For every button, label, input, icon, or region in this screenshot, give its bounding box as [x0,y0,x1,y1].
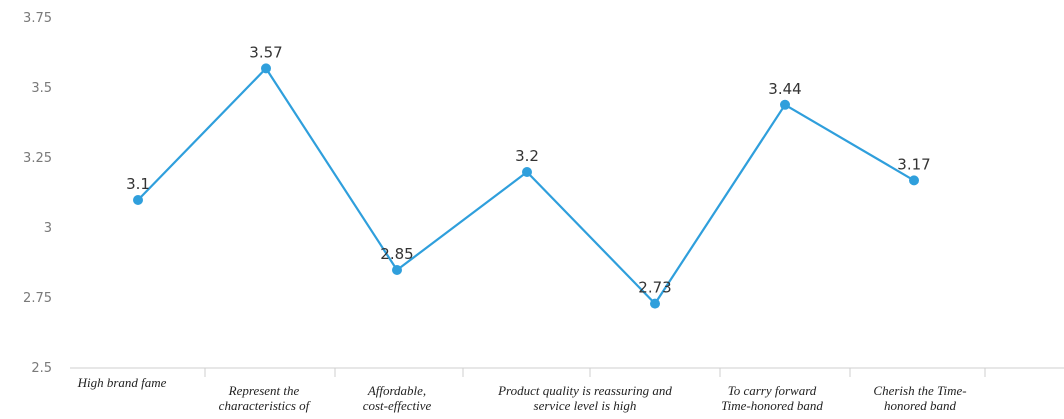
x-tick-label: Cherish the Time-honored band [873,383,966,413]
data-label: 3.57 [249,43,282,61]
x-axis: High brand fame Represent the characterist… [70,367,1064,413]
series-group [133,63,919,309]
x-tick-label: Affordable, cost-effective [363,383,432,413]
data-label: 3.44 [768,80,801,98]
data-point [392,265,402,275]
data-point [522,167,532,177]
series-line [137,67,915,305]
y-tick-label: 3.25 [23,151,52,166]
y-tick-label: 2.75 [23,291,52,306]
data-label: 3.17 [897,155,930,173]
data-point [261,63,271,74]
x-tick-label: High brand fame [77,375,167,390]
y-tick-label: 3.75 [23,11,52,26]
data-label: 2.73 [638,279,671,297]
data-point [780,99,790,110]
x-tick-label: To carry forward Time-honored band [721,383,823,413]
y-tick-label: 2.5 [31,361,52,376]
data-point [133,195,143,205]
y-tick-label: 3 [44,221,52,236]
data-labels: 3.1 3.57 2.85 3.2 2.73 3.44 3.17 [126,43,931,296]
y-axis: 2.5 2.75 3 3.25 3.5 3.75 [23,11,52,376]
x-tick-label: Product quality is reassuring and service… [497,383,672,413]
data-label: 3.1 [126,175,150,193]
data-point [909,175,919,186]
data-point [650,298,660,309]
x-tick-label: Represent the characteristics of [219,383,312,413]
data-label: 2.85 [380,245,413,263]
y-tick-label: 3.5 [31,81,52,96]
data-label: 3.2 [515,147,539,165]
